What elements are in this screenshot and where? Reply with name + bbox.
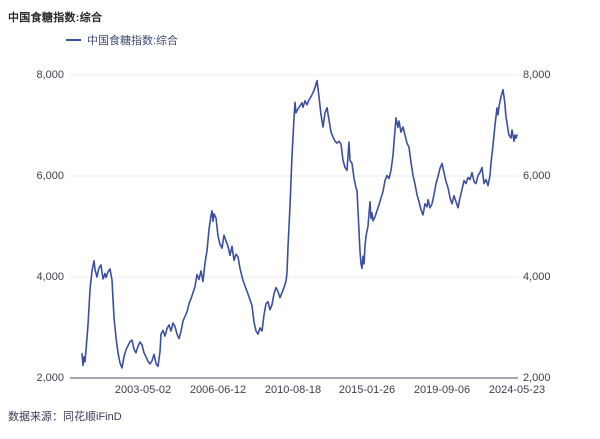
y-tick-right-4000: 4,000 <box>523 271 551 283</box>
legend-line-marker <box>66 39 81 41</box>
x-tick-2019-09-06: 2019-09-06 <box>413 384 471 396</box>
y-tick-left-2000: 2,000 <box>36 372 64 384</box>
x-tick-2003-05-02: 2003-05-02 <box>114 384 172 396</box>
y-tick-right-6000: 6,000 <box>523 170 551 182</box>
y-tick-right-8000: 8,000 <box>523 69 551 81</box>
legend-label: 中国食糖指数:综合 <box>87 35 179 47</box>
y-tick-right-2000: 2,000 <box>523 372 551 384</box>
y-tick-left-4000: 4,000 <box>36 271 64 283</box>
legend: 中国食糖指数:综合 <box>66 33 178 47</box>
x-tick-2006-06-12: 2006-06-12 <box>189 384 247 396</box>
series-line <box>81 79 518 369</box>
y-tick-left-6000: 6,000 <box>36 170 64 182</box>
chart-title: 中国食糖指数:综合 <box>8 12 103 24</box>
x-tick-2010-08-18: 2010-08-18 <box>264 384 322 396</box>
x-tick-2015-01-26: 2015-01-26 <box>338 384 396 396</box>
data-source: 数据来源：同花顺iFinD <box>8 411 122 423</box>
x-tick-2024-05-23: 2024-05-23 <box>488 384 546 396</box>
y-tick-left-8000: 8,000 <box>36 69 64 81</box>
